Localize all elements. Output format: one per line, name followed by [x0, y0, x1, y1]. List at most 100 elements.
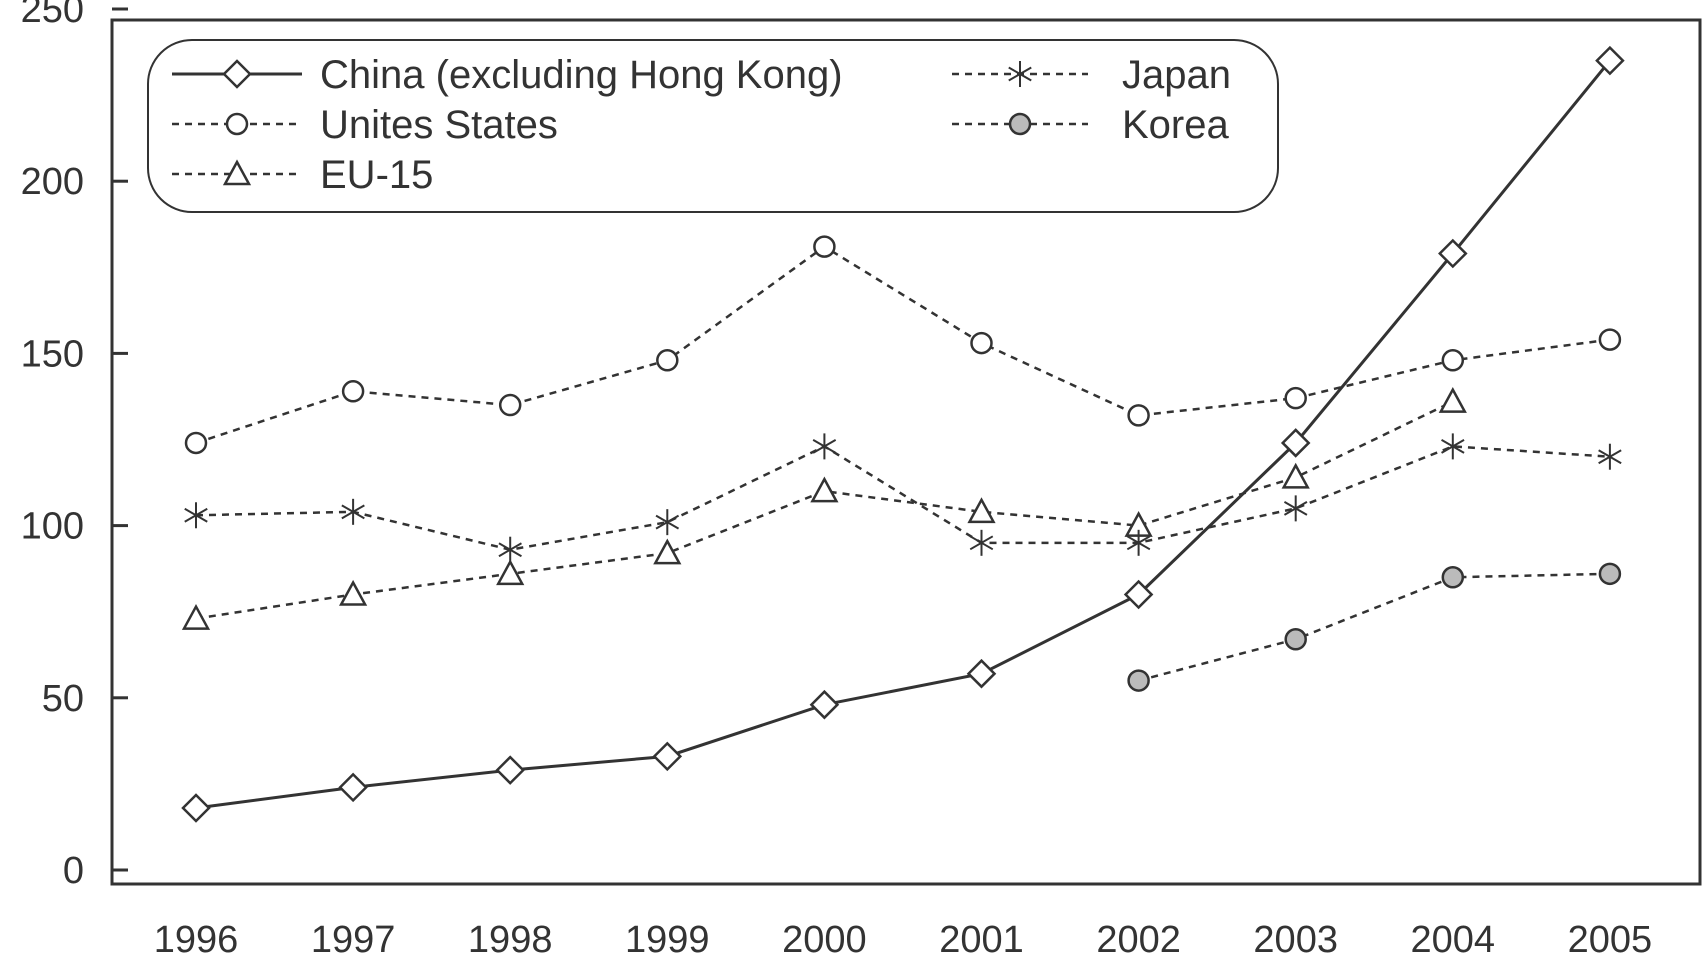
data-point-unites-states-shape [970, 331, 993, 355]
data-point-eu-15 [1438, 387, 1467, 413]
data-point-eu-15 [653, 538, 682, 565]
data-point-japan [184, 502, 208, 529]
data-point-korea-shape [1598, 562, 1622, 586]
data-point-unites-states-shape [184, 431, 208, 455]
x-tick-label: 1998 [468, 919, 553, 960]
data-point-japan [1126, 529, 1151, 556]
data-point-eu-15 [967, 497, 996, 524]
data-point-eu-15-shape [338, 579, 368, 606]
legend-item-eu-15: EU-15 [172, 153, 433, 197]
legend-label-japan: Japan [1122, 53, 1231, 97]
data-point-eu-15 [810, 476, 839, 503]
data-point-eu-15 [496, 559, 525, 586]
series-line-eu-15 [195, 400, 1454, 620]
data-point-china-excluding-hong-kong [809, 689, 840, 720]
data-point-unites-states [498, 393, 522, 417]
data-point-unites-states [656, 349, 679, 372]
data-point-unites-states-shape [1284, 386, 1307, 410]
data-point-japan-stroke [1126, 535, 1151, 551]
data-point-japan-stroke [969, 535, 994, 551]
data-point-unites-states-shape [341, 380, 365, 403]
data-point-korea [1284, 628, 1307, 651]
data-point-japan [812, 433, 837, 460]
data-point-china-excluding-hong-kong [338, 772, 368, 803]
x-tick-label: 2002 [1096, 919, 1181, 960]
data-point-unites-states [1598, 328, 1622, 351]
legend-label-eu-15: EU-15 [320, 153, 433, 197]
legend-marker-korea-shape [1008, 112, 1032, 136]
data-point-eu-15-shape [653, 538, 682, 565]
x-tick-label: 2005 [1568, 919, 1653, 960]
data-point-eu-15 [1281, 462, 1310, 489]
data-point-unites-states-shape [498, 393, 522, 417]
y-tick-label: 150 [21, 333, 84, 375]
data-point-japan-stroke [1598, 449, 1622, 465]
legend-marker-unites-states [225, 112, 249, 136]
x-tick-label: 2000 [782, 919, 867, 960]
data-point-unites-states-shape [1441, 349, 1465, 372]
series-korea [1127, 562, 1622, 692]
data-point-china-excluding-hong-kong [495, 755, 525, 785]
legend-item-china-excluding-hong-kong: China (excluding Hong Kong) [172, 53, 843, 97]
y-axis-ticks: 0 50 100 150 200 250 [21, 0, 128, 892]
data-point-japan [1598, 443, 1622, 470]
x-tick-label: 1999 [625, 919, 710, 960]
series-layer [181, 45, 1625, 823]
data-point-china-excluding-hong-kong-shape [1123, 579, 1154, 610]
data-point-unites-states [813, 235, 836, 258]
data-point-unites-states [341, 380, 365, 403]
data-point-china-excluding-hong-kong-shape [495, 755, 525, 785]
series-line-korea [1138, 572, 1610, 682]
data-point-eu-15-shape [967, 497, 996, 524]
data-point-china-excluding-hong-kong [181, 793, 211, 823]
legend-marker-korea [1008, 112, 1032, 136]
data-point-japan [1441, 433, 1465, 460]
legend-marker-japan-stroke [1008, 66, 1032, 82]
data-point-unites-states [1127, 404, 1150, 427]
data-point-china-excluding-hong-kong [1595, 45, 1625, 76]
data-point-eu-15-shape [1281, 462, 1310, 489]
data-point-china-excluding-hong-kong-shape [1280, 428, 1311, 458]
data-point-japan-stroke [1283, 501, 1308, 516]
data-point-japan-stroke [341, 504, 365, 520]
data-point-china-excluding-hong-kong [1438, 238, 1468, 269]
series-unites-states [184, 235, 1622, 455]
data-point-china-excluding-hong-kong-shape [338, 772, 368, 803]
data-point-korea [1598, 562, 1622, 586]
data-point-japan-stroke [655, 514, 680, 530]
legend: China (excluding Hong Kong) Unites States… [147, 39, 1279, 213]
data-point-japan [498, 536, 522, 563]
data-point-japan [341, 498, 365, 525]
data-point-unites-states [1284, 386, 1307, 410]
data-point-china-excluding-hong-kong-shape [1438, 238, 1468, 269]
data-point-japan-stroke [1441, 439, 1465, 454]
series-china-excluding-hong-kong [181, 45, 1625, 823]
y-tick-label: 200 [21, 161, 84, 203]
legend-marker-china-excluding-hong-kong-shape [222, 59, 252, 89]
x-tick-label: 2003 [1253, 919, 1338, 960]
data-point-korea-shape [1441, 566, 1465, 589]
series-eu-15 [181, 387, 1467, 630]
data-point-japan-stroke [184, 507, 208, 523]
x-tick-label: 2001 [939, 919, 1024, 960]
series-line-unites-states [195, 245, 1611, 445]
data-point-korea [1127, 669, 1150, 692]
legend-marker-eu-15 [222, 159, 252, 186]
data-point-china-excluding-hong-kong [652, 741, 683, 772]
data-point-eu-15 [181, 603, 211, 630]
data-point-china-excluding-hong-kong-shape [652, 741, 683, 772]
data-point-korea-shape [1127, 669, 1150, 692]
x-tick-label: 1996 [154, 919, 239, 960]
data-point-eu-15-shape [496, 559, 525, 586]
y-tick-label: 0 [63, 850, 84, 892]
data-point-unites-states-shape [813, 235, 836, 258]
data-point-china-excluding-hong-kong-shape [809, 689, 840, 720]
data-point-unites-states-shape [1127, 404, 1150, 427]
data-point-unites-states [970, 331, 993, 355]
data-point-china-excluding-hong-kong-shape [1595, 45, 1625, 76]
legend-marker-china-excluding-hong-kong [222, 59, 252, 89]
data-point-korea-shape [1284, 628, 1307, 651]
data-point-china-excluding-hong-kong [1280, 428, 1311, 458]
legend-box [147, 39, 1279, 213]
data-point-eu-15-shape [181, 603, 211, 630]
